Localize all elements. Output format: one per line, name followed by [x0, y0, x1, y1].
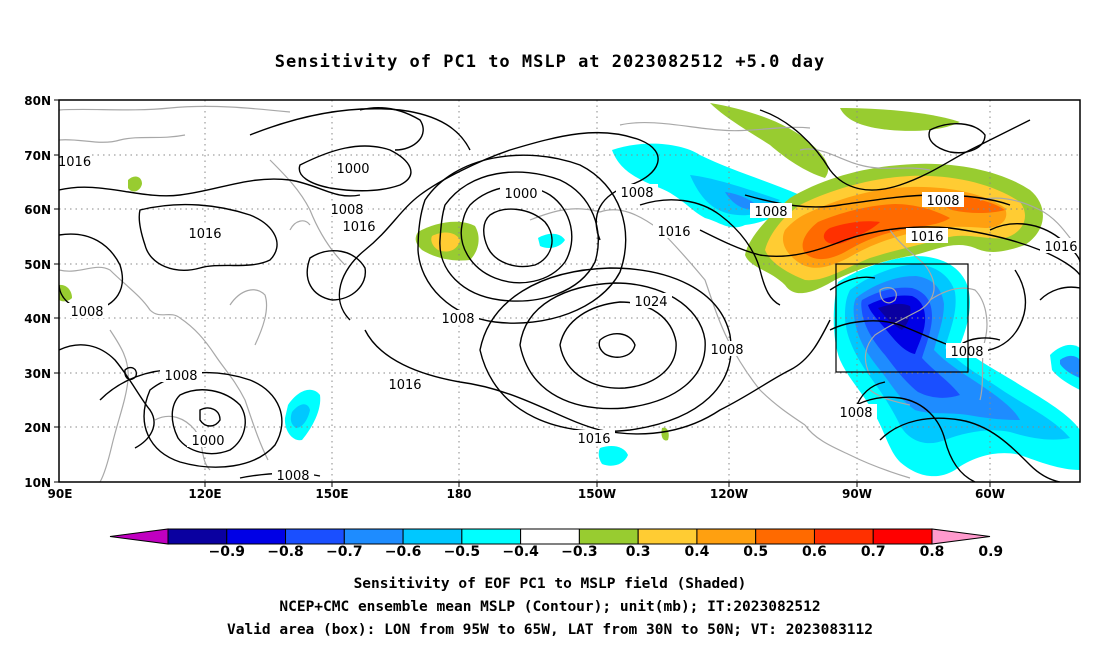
coastlines — [59, 105, 1080, 482]
colorbar-label: −0.3 — [561, 544, 598, 560]
contour-label: 1016 — [58, 155, 91, 170]
lat-label: 10N — [24, 476, 51, 490]
contour-label: 1016 — [657, 225, 690, 240]
lat-label: 50N — [24, 258, 51, 272]
colorbar-swatch — [461, 528, 522, 545]
colorbar-label: 0.9 — [978, 544, 1003, 560]
colorbar-swatch — [402, 528, 463, 545]
colorbar-swatch — [167, 528, 228, 545]
colorbar-label: 0.5 — [743, 544, 768, 560]
colorbar-swatch — [696, 528, 757, 545]
contour-label: 1016 — [188, 227, 221, 242]
lat-label: 60N — [24, 203, 51, 217]
lat-axis: 80N 70N 60N 50N 40N 30N 20N 10N — [24, 94, 59, 490]
valid-area-box — [835, 263, 969, 373]
colorbar-swatch — [578, 528, 639, 545]
lat-label: 80N — [24, 94, 51, 108]
map-area: 1000 1000 1000 1008 1008 1008 1008 1008 … — [58, 100, 1080, 484]
colorbar-swatch — [343, 528, 404, 545]
colorbar-swatch — [226, 528, 287, 545]
lon-label: 150E — [315, 487, 348, 501]
colorbar-label: 0.7 — [861, 544, 886, 560]
contour-label: 1008 — [839, 406, 872, 421]
colorbar-swatch — [813, 528, 874, 545]
colorbar-label: −0.4 — [502, 544, 539, 560]
caption-line-3: Valid area (box): LON from 95W to 65W, L… — [227, 622, 873, 638]
contour-label: 1008 — [441, 312, 474, 327]
contour-label: 1008 — [276, 469, 309, 484]
colorbar-left-arrow — [109, 528, 169, 545]
colorbar-swatch — [637, 528, 698, 545]
contour-label: 1000 — [504, 187, 537, 202]
colorbar — [109, 528, 991, 545]
colorbar-swatch — [755, 528, 815, 545]
contour-label: 1008 — [950, 345, 983, 360]
lon-label: 90W — [842, 487, 872, 501]
colorbar-swatch — [872, 528, 933, 545]
colorbar-label: −0.7 — [326, 544, 363, 560]
colorbar-label: 0.3 — [626, 544, 651, 560]
contour-label: 1016 — [577, 432, 610, 447]
contour-label: 1016 — [342, 220, 375, 235]
lat-label: 30N — [24, 367, 51, 381]
colorbar-swatch — [285, 528, 345, 545]
contour-label: 1024 — [634, 295, 667, 310]
map-frame — [58, 99, 1081, 483]
contour-label: 1016 — [910, 230, 943, 245]
colorbar-label: 0.4 — [685, 544, 710, 560]
colorbar-label: 0.8 — [920, 544, 945, 560]
caption-line-1: Sensitivity of EOF PC1 to MSLP field (Sh… — [354, 576, 747, 592]
contour-label: 1008 — [164, 369, 197, 384]
contour-label: 1000 — [191, 434, 224, 449]
lon-label: 90E — [48, 487, 73, 501]
lon-axis: 90E 120E 150E 180 150W 120W 90W 60W — [48, 482, 1005, 501]
colorbar-label: −0.8 — [267, 544, 304, 560]
colorbar-label: −0.9 — [209, 544, 246, 560]
colorbar-right-arrow — [931, 528, 991, 545]
lon-label: 120E — [188, 487, 221, 501]
lat-label: 40N — [24, 312, 51, 326]
colorbar-labels: −0.9 −0.8 −0.7 −0.6 −0.5 −0.4 −0.3 0.3 0.4 0.5 0.6… — [209, 544, 1004, 560]
contour-label: 1008 — [710, 343, 743, 358]
contour-label: 1008 — [330, 203, 363, 218]
contour-label: 1016 — [1044, 240, 1077, 255]
contour-label: 1016 — [388, 378, 421, 393]
contour-label: 1008 — [754, 205, 787, 220]
plot-title: Sensitivity of PC1 to MSLP at 2023082512… — [275, 52, 826, 72]
colorbar-label: −0.5 — [444, 544, 481, 560]
lon-label: 60W — [975, 487, 1005, 501]
contour-label: 1008 — [620, 186, 653, 201]
caption-line-2: NCEP+CMC ensemble mean MSLP (Contour); u… — [279, 599, 820, 615]
contour-label: 1000 — [336, 162, 369, 177]
lon-label: 150W — [578, 487, 616, 501]
colorbar-swatch — [520, 528, 580, 545]
contour-labels: 1000 1000 1000 1008 1008 1008 1008 1008 … — [58, 153, 1080, 484]
lat-label: 70N — [24, 149, 51, 163]
lon-label: 120W — [710, 487, 748, 501]
lat-label: 20N — [24, 421, 51, 435]
colorbar-label: 0.6 — [802, 544, 827, 560]
contour-label: 1008 — [70, 305, 103, 320]
colorbar-label: −0.6 — [385, 544, 422, 560]
lon-label: 180 — [446, 487, 471, 501]
contour-label: 1008 — [926, 194, 959, 209]
